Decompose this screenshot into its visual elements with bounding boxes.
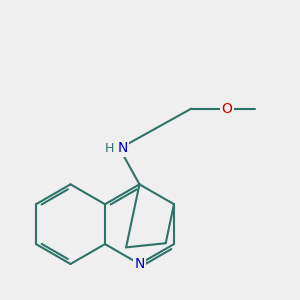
Text: H: H	[105, 142, 114, 155]
Text: N: N	[134, 257, 145, 271]
Text: O: O	[222, 102, 232, 116]
Text: N: N	[117, 142, 128, 155]
